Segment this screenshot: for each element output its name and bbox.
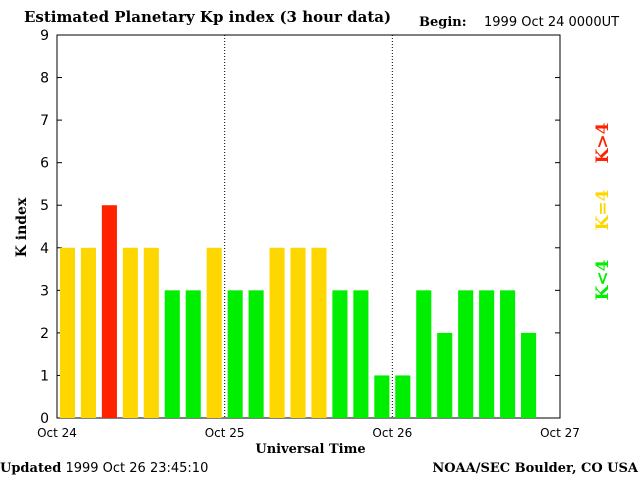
y-tick-label: 8 [40,71,49,87]
kp-bar [290,247,306,418]
updated-label: Updated [0,461,62,476]
kp-bar [374,375,390,418]
y-axis-label: K index [14,197,30,257]
chart-title: Estimated Planetary Kp index (3 hour dat… [24,8,392,26]
kp-bar [227,290,243,418]
kp-bar [80,247,96,418]
kp-bar [311,247,327,418]
y-tick-label: 1 [40,368,49,384]
y-tick-label: 2 [40,326,49,342]
kp-bar [521,332,537,418]
kp-bar [122,247,138,418]
kp-bar [416,290,432,418]
legend-entry: K>4 [593,122,613,163]
y-tick-label: 5 [40,198,49,214]
updated-timestamp: Updated 1999 Oct 26 23:45:10 [0,461,208,476]
kp-bar [164,290,180,418]
x-tick-label: Oct 25 [205,426,245,440]
kp-bar [185,290,201,418]
source-credit: NOAA/SEC Boulder, CO USA [432,461,638,476]
legend-entry: K=4 [593,189,613,230]
kp-bar [332,290,348,418]
kp-bar [269,247,285,418]
x-tick-label: Oct 24 [37,426,77,440]
y-tick-label: 0 [40,411,49,427]
kp-bar [143,247,159,418]
y-tick-label: 6 [40,156,49,172]
kp-bar [206,247,222,418]
y-tick-label: 3 [40,283,49,299]
kp-bar [101,205,117,418]
x-axis-label: Universal Time [255,442,365,457]
x-tick-label: Oct 27 [540,426,580,440]
legend-entry: K<4 [593,259,613,300]
kp-bar [353,290,369,418]
kp-bar [59,247,76,418]
begin-value: 1999 Oct 24 0000UT [484,15,620,30]
kp-bar [248,290,264,418]
kp-bar [395,375,411,418]
y-tick-label: 4 [40,241,49,257]
updated-value: 1999 Oct 26 23:45:10 [65,461,209,476]
kp-bar [437,332,453,418]
y-tick-label: 9 [40,28,49,44]
kp-bar [479,290,495,418]
begin-label: Begin: [419,15,467,30]
plot-frame [56,34,561,419]
kp-bar [500,290,516,418]
kp-bar [458,290,474,418]
y-tick-label: 7 [40,113,49,129]
x-tick-label: Oct 26 [372,426,412,440]
